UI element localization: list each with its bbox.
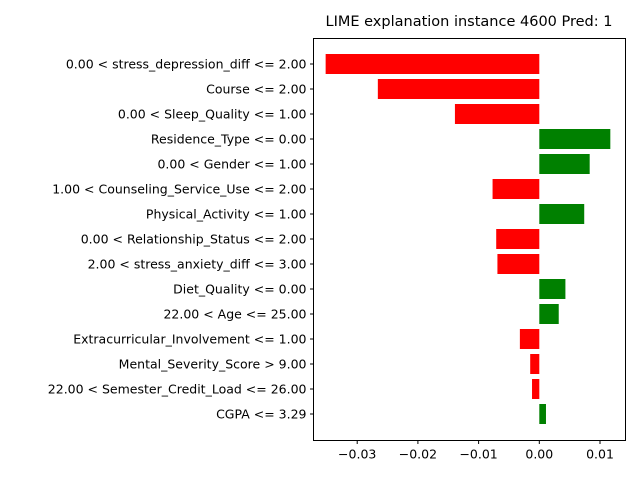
- y-tick-label: Course <= 2.00: [206, 82, 306, 97]
- bar-2: [454, 104, 540, 124]
- bar-12: [530, 354, 540, 374]
- bar-0: [325, 54, 540, 74]
- bar-13: [532, 379, 540, 399]
- y-tick-label: Mental_Severity_Score > 9.00: [119, 357, 307, 372]
- y-tick-labels: 0.00 < stress_depression_diff <= 2.00 Cou…: [48, 57, 314, 422]
- bar-4: [539, 154, 590, 174]
- bar-3: [539, 129, 611, 149]
- chart-title: LIME explanation instance 4600 Pred: 1: [326, 14, 613, 30]
- axes-frame: [313, 38, 626, 441]
- y-tick-label: Diet_Quality <= 0.00: [173, 282, 306, 297]
- y-tick-label: CGPA <= 3.29: [216, 407, 306, 422]
- bars-group: [325, 54, 611, 424]
- y-tick-label: Physical_Activity <= 1.00: [146, 207, 307, 222]
- y-tick-label: 1.00 < Counseling_Service_Use <= 2.00: [52, 182, 306, 197]
- y-tick-label: 22.00 < Semester_Credit_Load <= 26.00: [48, 382, 307, 397]
- bar-7: [496, 229, 540, 249]
- x-tick-label: −0.02: [399, 447, 437, 462]
- bar-9: [539, 279, 566, 299]
- x-tick-label: 0.00: [525, 447, 553, 462]
- y-tick-label: 0.00 < stress_depression_diff <= 2.00: [66, 57, 307, 72]
- y-tick-label: 0.00 < Sleep_Quality <= 1.00: [118, 107, 307, 122]
- bar-5: [492, 179, 540, 199]
- bar-11: [519, 329, 540, 349]
- y-tick-label: 22.00 < Age <= 25.00: [163, 307, 306, 322]
- x-tick-label: −0.03: [338, 447, 376, 462]
- bar-6: [539, 204, 585, 224]
- bar-10: [539, 304, 559, 324]
- y-tick-label: Residence_Type <= 0.00: [151, 132, 307, 147]
- x-tick-label: −0.01: [459, 447, 497, 462]
- x-tick-label: 0.01: [586, 447, 614, 462]
- bar-14: [539, 404, 546, 424]
- bar-8: [497, 254, 540, 274]
- y-tick-label: 0.00 < Gender <= 1.00: [157, 157, 306, 172]
- bar-1: [377, 79, 540, 99]
- y-tick-label: Extracurricular_Involvement <= 1.00: [73, 332, 306, 347]
- x-tick-labels: −0.03 −0.02 −0.01 0.00 0.01: [338, 440, 614, 462]
- y-tick-label: 0.00 < Relationship_Status <= 2.00: [81, 232, 307, 247]
- y-tick-label: 2.00 < stress_anxiety_diff <= 3.00: [88, 257, 307, 272]
